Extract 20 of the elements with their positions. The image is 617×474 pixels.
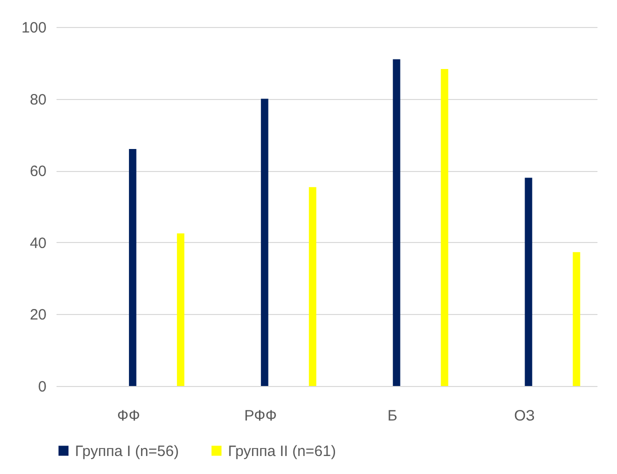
- bar: [572, 252, 580, 386]
- y-tick-label: 0: [38, 378, 46, 396]
- y-tick-label: 100: [21, 20, 46, 36]
- bar: [440, 69, 448, 386]
- y-tick-label: 80: [30, 91, 46, 108]
- y-tick-label: 60: [30, 163, 46, 180]
- x-tick-label: РФФ: [244, 408, 277, 424]
- legend-label: Группа I (n=56): [75, 442, 179, 460]
- bar: [524, 178, 532, 386]
- bar: [128, 149, 136, 386]
- y-tick-label: 20: [30, 306, 46, 324]
- bar: [260, 98, 268, 386]
- x-tick-label: ФФ: [117, 408, 140, 424]
- y-tick-label: 40: [30, 234, 46, 252]
- x-tick-label: ОЗ: [514, 408, 535, 424]
- x-tick-label: Б: [388, 408, 398, 424]
- bar: [392, 59, 400, 386]
- bar: [176, 233, 184, 386]
- bar: [308, 187, 316, 386]
- legend-label: Группа II (n=61): [228, 442, 336, 460]
